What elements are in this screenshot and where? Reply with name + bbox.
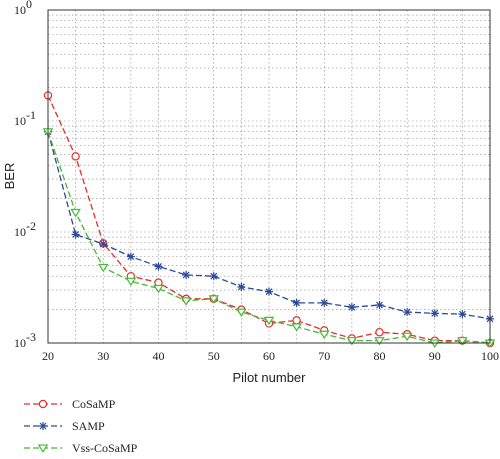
x-tick-label: 80 — [374, 349, 386, 363]
data-point-samp — [99, 239, 108, 248]
legend-item-cosamp: CoSaMP — [24, 397, 116, 411]
y-axis-label: BER — [2, 163, 17, 190]
series-group — [42, 91, 496, 348]
marker-stroke — [265, 288, 273, 296]
marker-stroke — [237, 283, 245, 291]
marker-stroke — [320, 299, 328, 307]
marker-stroke — [72, 231, 80, 238]
series-vss-cosamp — [42, 128, 496, 348]
data-point-vss-cosamp — [208, 295, 220, 304]
data-point-vss-cosamp — [125, 277, 137, 287]
y-tick-exponent: 0 — [26, 0, 32, 11]
x-tick-label: 40 — [153, 349, 165, 363]
series-line-vss-cosamp — [47, 131, 491, 344]
y-tick-exponent: -1 — [26, 108, 36, 122]
marker-stroke — [348, 303, 356, 311]
marker-stroke — [182, 271, 190, 279]
data-point-vss-cosamp — [153, 284, 164, 294]
y-tick-label: 10 — [14, 336, 26, 350]
marker-stroke — [431, 309, 439, 317]
y-tick-exponent: -3 — [26, 330, 36, 344]
data-point-vss-cosamp — [346, 337, 358, 346]
data-point-vss-cosamp — [180, 297, 192, 306]
legend-label: SAMP — [72, 419, 105, 433]
y-tick-label: 10 — [14, 114, 26, 128]
x-tick-label: 20 — [42, 349, 54, 363]
legend-label: CoSaMP — [72, 397, 116, 411]
x-axis-label: Pilot number — [233, 370, 307, 385]
data-point-samp — [292, 298, 301, 307]
y-tick-label: 10 — [14, 3, 26, 17]
data-point-vss-cosamp — [401, 332, 413, 342]
marker-stroke — [458, 310, 466, 318]
x-tick-label: 60 — [263, 349, 275, 363]
legend-item-samp: SAMP — [24, 419, 105, 433]
data-point-samp — [126, 252, 135, 261]
data-point-samp — [458, 310, 467, 319]
legend-marker — [37, 444, 49, 453]
legend-item-vss-cosamp: Vss-CoSaMP — [24, 441, 138, 455]
data-point-vss-cosamp — [97, 263, 109, 273]
series-samp — [44, 127, 494, 323]
legend-marker — [39, 422, 47, 430]
data-point-samp — [71, 230, 80, 239]
data-point-cosamp — [375, 328, 384, 337]
marker-stroke — [155, 262, 162, 270]
marker-stroke — [293, 299, 301, 307]
x-tick-label: 90 — [429, 349, 441, 363]
marker-stroke — [376, 301, 383, 309]
data-point-samp — [265, 287, 273, 296]
data-point-vss-cosamp — [263, 316, 275, 326]
plot-frame — [47, 9, 491, 344]
data-point-samp — [403, 308, 412, 317]
data-point-samp — [209, 272, 218, 281]
x-tick-label: 70 — [318, 349, 330, 363]
x-tick-label: 30 — [97, 349, 109, 363]
data-point-samp — [347, 303, 356, 312]
marker-stroke — [39, 422, 47, 430]
marker-stroke — [210, 272, 218, 280]
marker-stroke — [99, 240, 107, 248]
marker-stroke — [403, 308, 411, 316]
data-point-samp — [430, 309, 439, 318]
data-point-vss-cosamp — [236, 308, 247, 317]
data-point-samp — [375, 300, 384, 309]
marker-stroke — [127, 253, 135, 261]
y-tick-label: 10 — [14, 225, 26, 239]
x-tick-label: 50 — [208, 349, 220, 363]
data-point-cosamp — [292, 316, 301, 325]
data-point-samp — [154, 262, 163, 271]
legend-label: Vss-CoSaMP — [72, 441, 138, 455]
legend-marker — [38, 399, 48, 409]
x-tick-label: 100 — [481, 349, 499, 363]
legend: CoSaMP SAMP Vss-CoSaMP — [24, 397, 138, 455]
data-point-cosamp — [71, 152, 80, 161]
data-point-samp — [182, 270, 191, 279]
data-point-vss-cosamp — [374, 337, 385, 346]
data-point-vss-cosamp — [318, 330, 330, 340]
data-point-vss-cosamp — [291, 323, 302, 332]
data-point-samp — [237, 282, 246, 291]
data-point-vss-cosamp — [70, 208, 81, 218]
data-point-samp — [320, 298, 329, 307]
y-tick-exponent: -2 — [26, 219, 36, 233]
data-point-vss-cosamp — [457, 337, 468, 346]
